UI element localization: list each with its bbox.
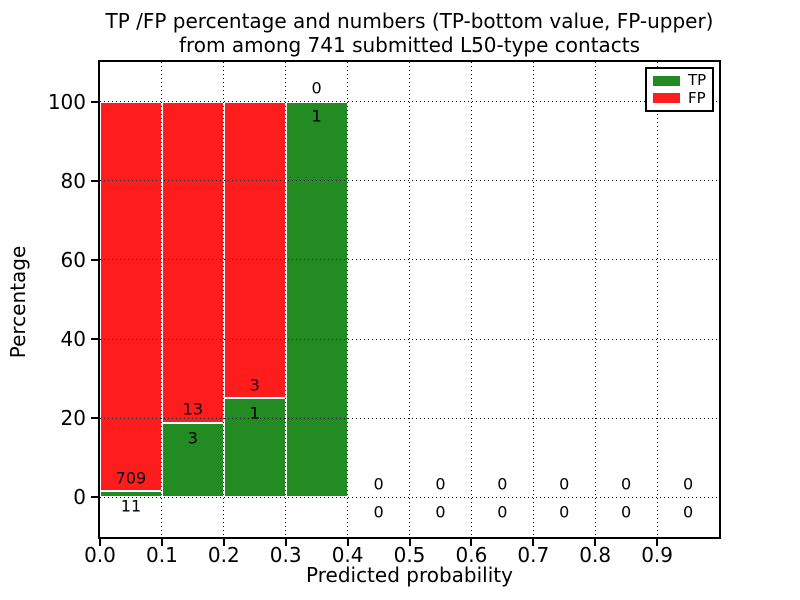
x-tick-mark	[656, 539, 659, 546]
tp-count-label: 0	[682, 502, 694, 522]
y-tick-label: 40	[60, 327, 86, 352]
tp-count-label: 3	[187, 428, 198, 448]
legend-label-tp: TP	[688, 71, 707, 90]
x-tick-label: 0.9	[641, 543, 673, 567]
x-gridline	[656, 62, 658, 537]
x-tick-label: 0.3	[269, 543, 302, 567]
x-tick-label: 0.7	[517, 543, 550, 567]
x-gridline	[161, 62, 163, 537]
tp-count-label: 0	[559, 502, 570, 522]
tp-count-label: 1	[249, 403, 260, 423]
x-tick-mark	[470, 539, 473, 546]
fp-count-label: 0	[559, 474, 570, 494]
x-tick-label: 0.0	[84, 543, 116, 567]
y-axis-label: Percentage	[6, 245, 30, 359]
x-tick-label: 0.8	[579, 543, 612, 567]
x-gridline	[285, 62, 287, 537]
y-tick-mark	[91, 496, 98, 499]
legend-label-fp: FP	[688, 88, 706, 107]
x-tick-mark	[346, 539, 349, 546]
x-tick-mark	[160, 539, 163, 546]
tp-color-swatch	[653, 75, 680, 86]
y-tick-mark	[91, 417, 98, 420]
tp-bar-segment	[285, 101, 348, 498]
fp-count-label: 3	[249, 375, 260, 395]
x-tick-mark	[532, 539, 535, 546]
fp-bar-segment	[223, 101, 286, 399]
tp-count-label: 0	[621, 502, 632, 522]
fp-count-label: 0	[682, 474, 694, 494]
x-gridline	[594, 62, 596, 537]
fp-count-label: 13	[182, 399, 204, 419]
fp-count-label: 0	[311, 78, 322, 98]
y-tick-label: 60	[60, 247, 86, 272]
x-tick-label: 0.5	[393, 543, 426, 567]
fp-count-label: 0	[373, 474, 384, 494]
x-tick-mark	[408, 539, 411, 546]
x-tick-mark	[222, 539, 225, 546]
fp-bar-segment	[161, 101, 224, 424]
chart-title-line1: TP /FP percentage and numbers (TP-bottom…	[105, 9, 714, 33]
y-tick-label: 80	[60, 168, 86, 193]
fp-count-label: 0	[621, 474, 632, 494]
fp-color-swatch	[653, 93, 680, 104]
legend: TP FP	[645, 67, 714, 112]
tp-count-label: 0	[435, 502, 446, 522]
fp-count-label: 0	[435, 474, 446, 494]
x-gridline	[470, 62, 472, 537]
y-tick-label: 100	[47, 89, 86, 114]
y-tick-mark	[91, 100, 98, 103]
fp-count-label: 0	[497, 474, 508, 494]
y-tick-mark	[91, 258, 98, 261]
x-tick-label: 0.4	[331, 543, 364, 567]
x-axis-label: Predicted probability	[306, 563, 513, 587]
x-gridline	[347, 62, 349, 537]
chart-title: TP /FP percentage and numbers (TP-bottom…	[98, 9, 721, 57]
x-gridline	[223, 62, 225, 537]
x-tick-mark	[99, 539, 101, 546]
tp-count-label: 0	[497, 502, 508, 522]
x-tick-label: 0.1	[145, 543, 178, 567]
legend-entry-tp: TP	[653, 73, 706, 88]
y-tick-mark	[91, 179, 98, 182]
fp-bar-segment	[100, 101, 162, 492]
x-gridline	[532, 62, 534, 537]
x-tick-label: 0.2	[207, 543, 240, 567]
y-tick-label: 20	[60, 406, 86, 431]
x-tick-label: 0.6	[455, 543, 488, 567]
x-tick-mark	[284, 539, 287, 546]
chart-title-line2: from among 741 submitted L50-type contac…	[178, 33, 641, 57]
fp-count-label: 709	[115, 468, 147, 487]
y-tick-label: 0	[73, 485, 86, 510]
tp-count-label: 1	[311, 106, 322, 126]
x-tick-mark	[594, 539, 597, 546]
x-gridline	[409, 62, 410, 537]
tp-count-label: 11	[120, 496, 142, 516]
tp-bar-segment	[161, 423, 224, 498]
tp-count-label: 0	[373, 502, 384, 522]
y-tick-mark	[91, 338, 98, 341]
legend-entry-fp: FP	[653, 88, 706, 107]
plot-area: 709 11 13 3 3 1 0 1 0 0 0 0 0 0 0 0 0 0 0 0	[98, 60, 721, 539]
